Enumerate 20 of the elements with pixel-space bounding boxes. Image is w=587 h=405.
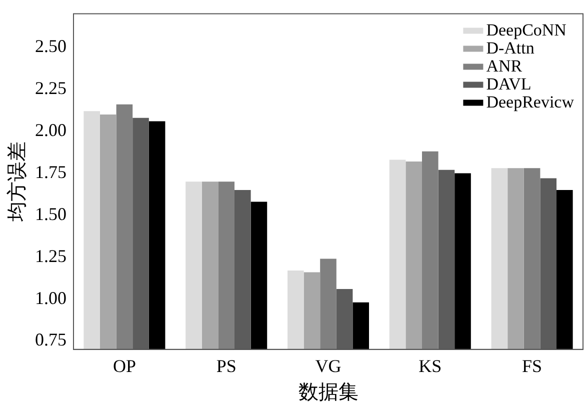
y-tick-label: 1.50	[35, 204, 66, 224]
y-tick-label: 2.50	[35, 36, 66, 56]
legend-label: DeepRevicw	[486, 92, 575, 112]
x-tick-label: VG	[315, 356, 342, 376]
y-tick-label: 1.00	[35, 288, 66, 308]
legend-label: D-Attn	[486, 38, 535, 58]
x-tick-label: FS	[522, 356, 542, 376]
legend-label: DeepCoNN	[486, 20, 566, 40]
x-tick-label: PS	[216, 356, 236, 376]
legend-label: DAVL	[486, 74, 532, 94]
y-tick-label: 1.75	[35, 162, 66, 182]
y-tick-label: 2.25	[35, 78, 66, 98]
x-tick-label: KS	[418, 356, 442, 376]
x-tick-label: OP	[112, 356, 136, 376]
y-tick-label: 1.25	[35, 246, 66, 266]
x-axis-title: 数据集	[298, 381, 358, 404]
y-tick-label: 0.75	[35, 330, 66, 350]
y-axis-title: 均方误差	[5, 142, 28, 223]
legend-label: ANR	[486, 56, 523, 76]
y-tick-label: 2.00	[35, 120, 66, 140]
